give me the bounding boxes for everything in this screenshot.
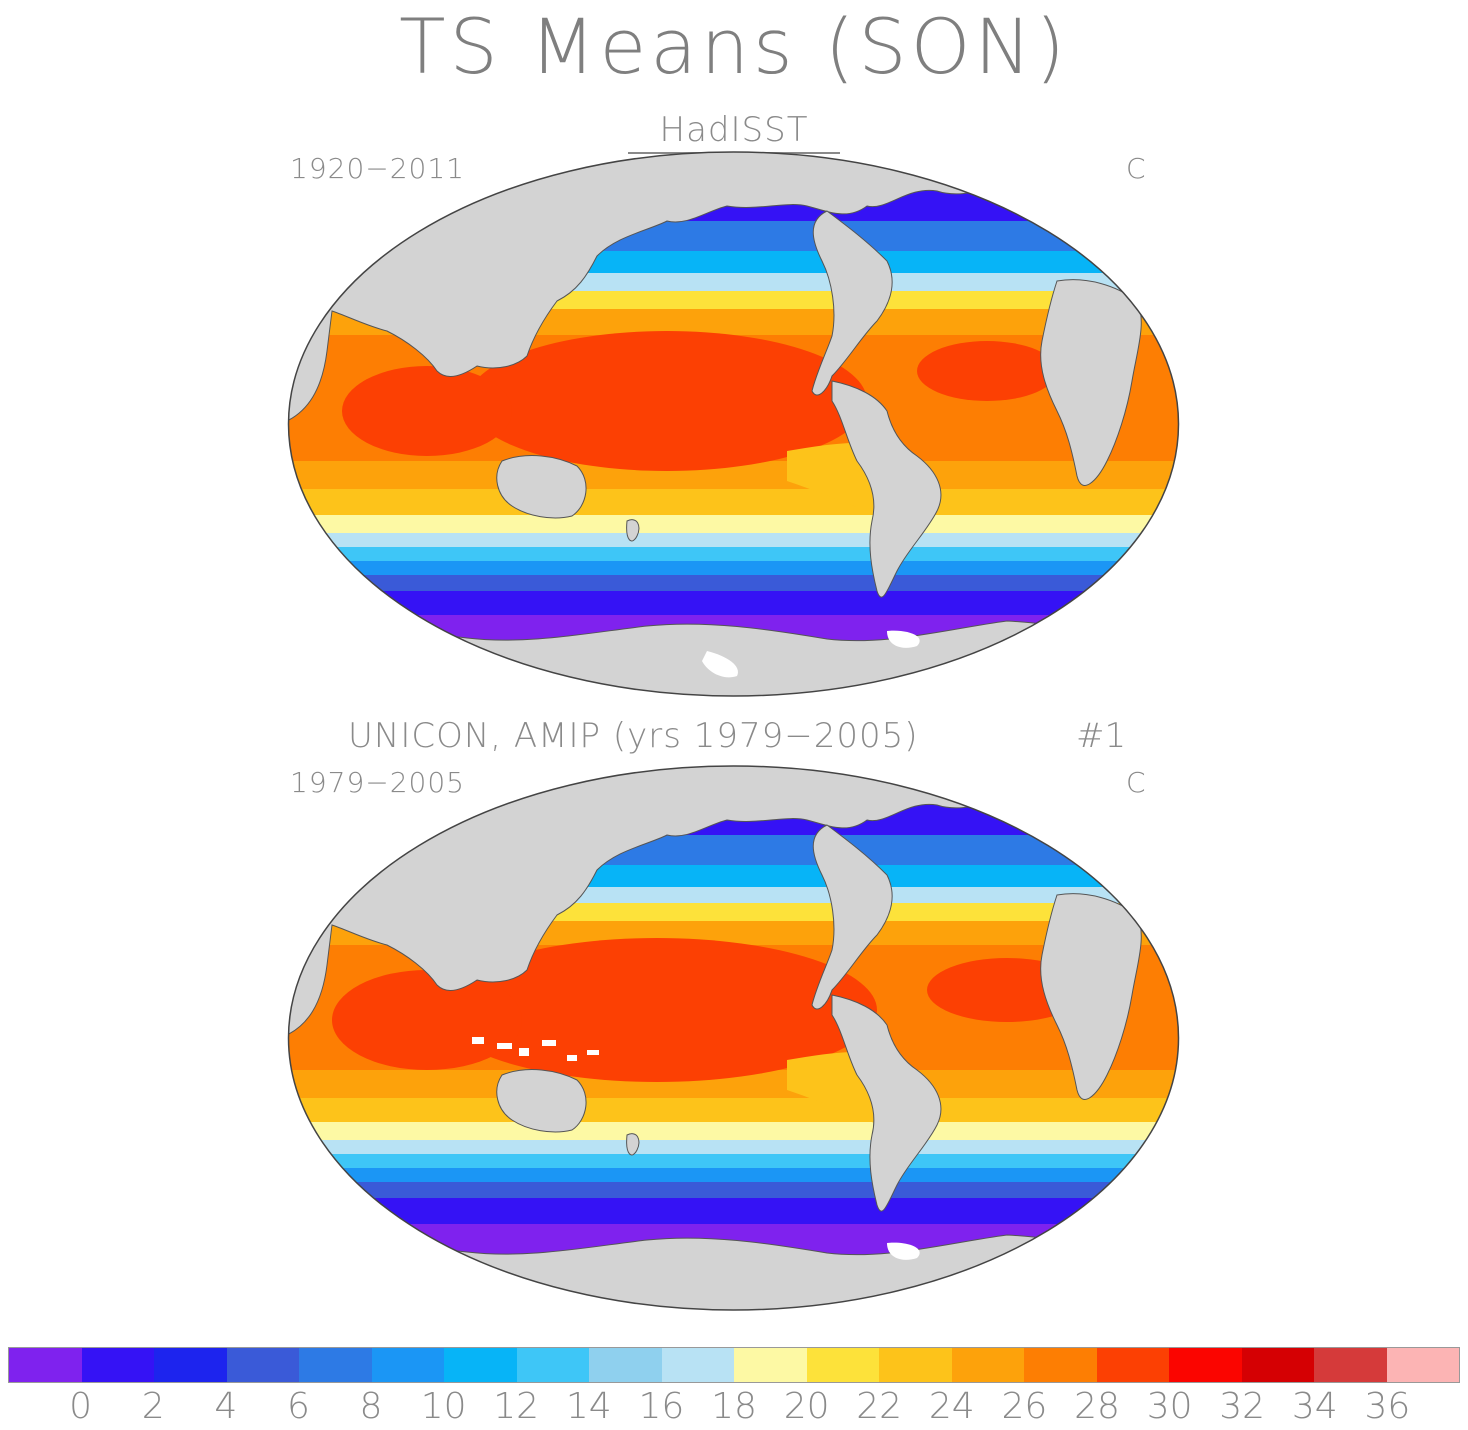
color-legend-tick-label: 28 (1074, 1386, 1120, 1427)
panel-2-sst-map (287, 765, 1180, 1311)
color-legend-tick-label: 6 (286, 1386, 310, 1427)
color-legend-tick-label: 30 (1146, 1386, 1193, 1427)
color-legend-tick-label: 14 (565, 1386, 612, 1427)
color-legend-tick-label: 4 (214, 1386, 238, 1427)
panel-1-period: 1920−2011 (290, 152, 465, 185)
color-legend-tick-label: 24 (928, 1386, 975, 1427)
color-legend-tick-label: 10 (420, 1386, 467, 1427)
color-legend-swatch (444, 1348, 517, 1382)
color-legend-swatch (661, 1348, 734, 1382)
color-legend-swatch (1314, 1348, 1387, 1382)
color-legend-bar (8, 1347, 1460, 1383)
color-legend-tick-label: 36 (1364, 1386, 1411, 1427)
panel-2-unit: C (1126, 766, 1146, 799)
color-legend-tick-label: 0 (69, 1386, 93, 1427)
color-legend-swatch (1096, 1348, 1169, 1382)
color-legend-swatch (226, 1348, 299, 1382)
color-legend-tick-labels: 0 2 4 6 8 10 12 14 16 18 20 22 24 26 28 30 32 34 36 (0, 1384, 1468, 1430)
color-legend-tick-label: 34 (1291, 1386, 1338, 1427)
color-legend-swatch (1169, 1348, 1242, 1382)
color-legend-swatch (516, 1348, 589, 1382)
color-legend-tick-label: 18 (711, 1386, 757, 1427)
color-legend-swatch (879, 1348, 952, 1382)
color-legend-swatch (299, 1348, 372, 1382)
color-legend-swatch (1241, 1348, 1314, 1382)
color-legend-swatch (589, 1348, 662, 1382)
panel-2-run-number: #1 (1076, 716, 1127, 756)
color-legend-tick-label: 32 (1219, 1386, 1266, 1427)
color-legend-tick-label: 16 (638, 1386, 685, 1427)
color-legend-tick-label: 12 (493, 1386, 540, 1427)
color-legend-swatch (371, 1348, 444, 1382)
color-legend-swatch (81, 1348, 154, 1382)
panel-1-sst-map (287, 151, 1180, 697)
color-legend-swatch (154, 1348, 227, 1382)
color-legend-swatch (951, 1348, 1024, 1382)
color-legend-swatch (1024, 1348, 1097, 1382)
color-legend-tick-label: 26 (1001, 1386, 1048, 1427)
color-legend-tick-label: 8 (359, 1386, 383, 1427)
panel-1-unit: C (1126, 152, 1146, 185)
figure-title: TS Means (SON) (399, 2, 1069, 91)
panel-2-period: 1979−2005 (290, 766, 465, 799)
panel-2-dataset-name: UNICON, AMIP (yrs 1979−2005) (348, 716, 919, 756)
color-legend-tick-label: 20 (783, 1386, 830, 1427)
color-legend-tick-label: 22 (856, 1386, 903, 1427)
color-legend-swatch (734, 1348, 807, 1382)
color-legend-swatch (806, 1348, 879, 1382)
color-legend-swatch (1386, 1348, 1459, 1382)
color-legend-tick-label: 2 (141, 1386, 165, 1427)
color-legend-swatch (9, 1348, 82, 1382)
panel-1-dataset-name: HadISST (659, 110, 809, 150)
